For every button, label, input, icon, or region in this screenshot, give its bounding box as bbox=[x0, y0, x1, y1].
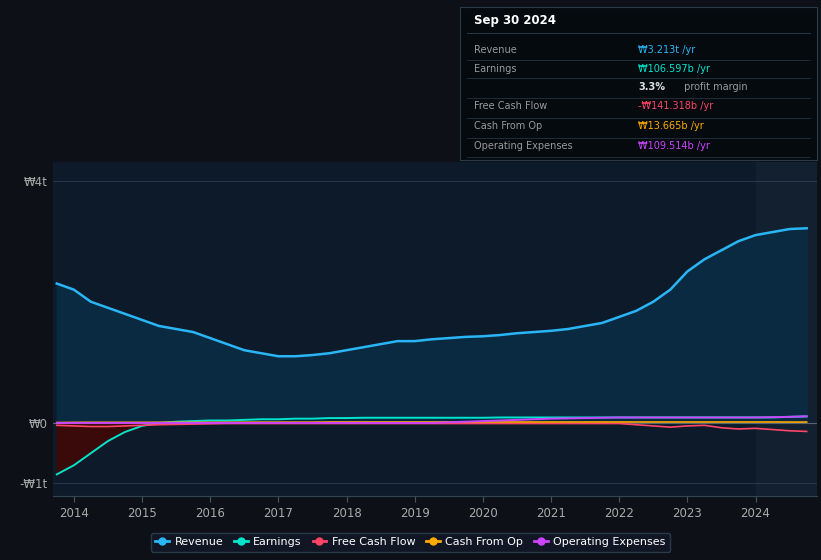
Text: Cash From Op: Cash From Op bbox=[474, 121, 543, 131]
Text: ₩106.597b /yr: ₩106.597b /yr bbox=[639, 64, 710, 74]
Text: Earnings: Earnings bbox=[474, 64, 516, 74]
Bar bbox=[755, 162, 817, 496]
Text: ₩3.213t /yr: ₩3.213t /yr bbox=[639, 45, 695, 54]
Text: ₩109.514b /yr: ₩109.514b /yr bbox=[639, 141, 710, 151]
Text: profit margin: profit margin bbox=[681, 82, 748, 92]
Text: -₩141.318b /yr: -₩141.318b /yr bbox=[639, 101, 713, 111]
Text: Sep 30 2024: Sep 30 2024 bbox=[474, 14, 556, 27]
Text: Revenue: Revenue bbox=[474, 45, 516, 54]
Text: Operating Expenses: Operating Expenses bbox=[474, 141, 573, 151]
Text: 3.3%: 3.3% bbox=[639, 82, 665, 92]
Legend: Revenue, Earnings, Free Cash Flow, Cash From Op, Operating Expenses: Revenue, Earnings, Free Cash Flow, Cash … bbox=[151, 533, 670, 552]
Text: ₩13.665b /yr: ₩13.665b /yr bbox=[639, 121, 704, 131]
Text: Free Cash Flow: Free Cash Flow bbox=[474, 101, 548, 111]
